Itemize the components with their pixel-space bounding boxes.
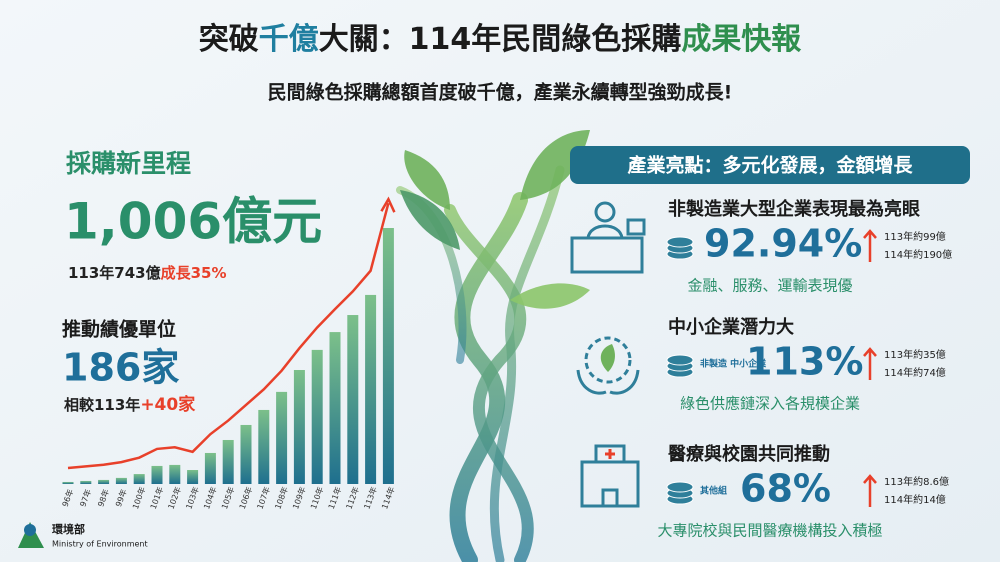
item-percent: 68%: [740, 467, 831, 511]
item-title: 中小企業潛力大: [668, 316, 794, 338]
bar: [62, 481, 74, 484]
units-count: 186家: [62, 346, 179, 390]
bar: [329, 332, 341, 484]
item-note: 113年約8.6億: [884, 475, 949, 488]
item-tag: 其他組: [700, 485, 727, 497]
icon-gear: [576, 336, 640, 395]
bar: [222, 439, 234, 484]
bar: [311, 349, 323, 484]
item-desc: 金融、服務、運輸表現優: [687, 277, 852, 295]
title-part: 成果快報: [681, 22, 802, 57]
bar: [187, 470, 199, 484]
coin-icon: [666, 481, 694, 493]
title-part: 突破: [199, 22, 259, 57]
bar: [169, 464, 181, 484]
subtitle: 民間綠色採購總額首度破千億，產業永續轉型強勁成長!: [268, 81, 733, 104]
icon-hospital: [580, 444, 640, 508]
up-arrow: [863, 347, 877, 380]
title-part: 大關：114年民間綠色採購: [319, 22, 682, 57]
milestone-title: 採購新里程: [66, 149, 191, 178]
bar: [151, 465, 163, 484]
title: 突破千億大關：114年民間綠色採購成果快報: [199, 22, 803, 57]
logo-english: Ministry of Environment: [52, 540, 148, 549]
bar: [293, 369, 305, 484]
trend-arrow: [380, 196, 396, 213]
logo-name: 環境部: [52, 522, 85, 536]
item-percent: 92.94%: [704, 222, 862, 266]
bar: [347, 315, 359, 484]
compare-text: 113年743億: [68, 264, 161, 282]
coin-icon: [666, 236, 694, 248]
heading-box: [570, 146, 970, 184]
units-growth: +40家: [140, 394, 195, 415]
coin-icon: [666, 354, 694, 366]
logo: 環境部 Ministry of Environment: [18, 522, 148, 549]
up-arrow: [863, 474, 877, 507]
item-note: 113年約99億: [884, 230, 946, 243]
item-note: 114年約74億: [884, 366, 946, 379]
bar: [98, 479, 110, 484]
bar: [382, 228, 394, 484]
total-amount: 1,006億元: [64, 193, 322, 251]
leaves: [400, 130, 590, 309]
title-part: 千億: [259, 22, 319, 57]
highlights-heading: 產業亮點：多元化發展，金額增長: [627, 154, 913, 177]
bar: [258, 409, 270, 484]
item-desc: 大專院校與民間醫療機構投入積極: [657, 522, 882, 540]
bar: [115, 477, 127, 484]
icon-desk: [570, 201, 646, 274]
bar: [276, 391, 288, 484]
bar: [133, 474, 145, 484]
up-arrow: [863, 229, 877, 262]
item-note: 113年約35億: [884, 348, 946, 361]
item-percent: 113%: [746, 340, 863, 384]
item-title: 非製造業大型企業表現最為亮眼: [668, 198, 920, 220]
bar: [80, 480, 92, 484]
units-compare: 相較113年+40家: [64, 394, 195, 415]
bar: [365, 294, 377, 484]
item-desc: 綠色供應鏈深入各規模企業: [680, 395, 860, 413]
bar: [240, 424, 252, 484]
item-title: 醫療與校園共同推動: [668, 443, 830, 465]
item-tag: 非製造 中小企業: [700, 358, 767, 370]
item-note: 114年約190億: [884, 248, 952, 261]
units-title: 推動績優單位: [62, 318, 176, 341]
growth-text: 成長35%: [161, 264, 227, 282]
item-note: 114年約14億: [884, 493, 946, 506]
units-compare-text: 相較113年: [64, 396, 140, 414]
bar: [204, 452, 216, 484]
compare: 113年743億成長35%: [68, 264, 227, 282]
trend-line: [67, 202, 390, 470]
